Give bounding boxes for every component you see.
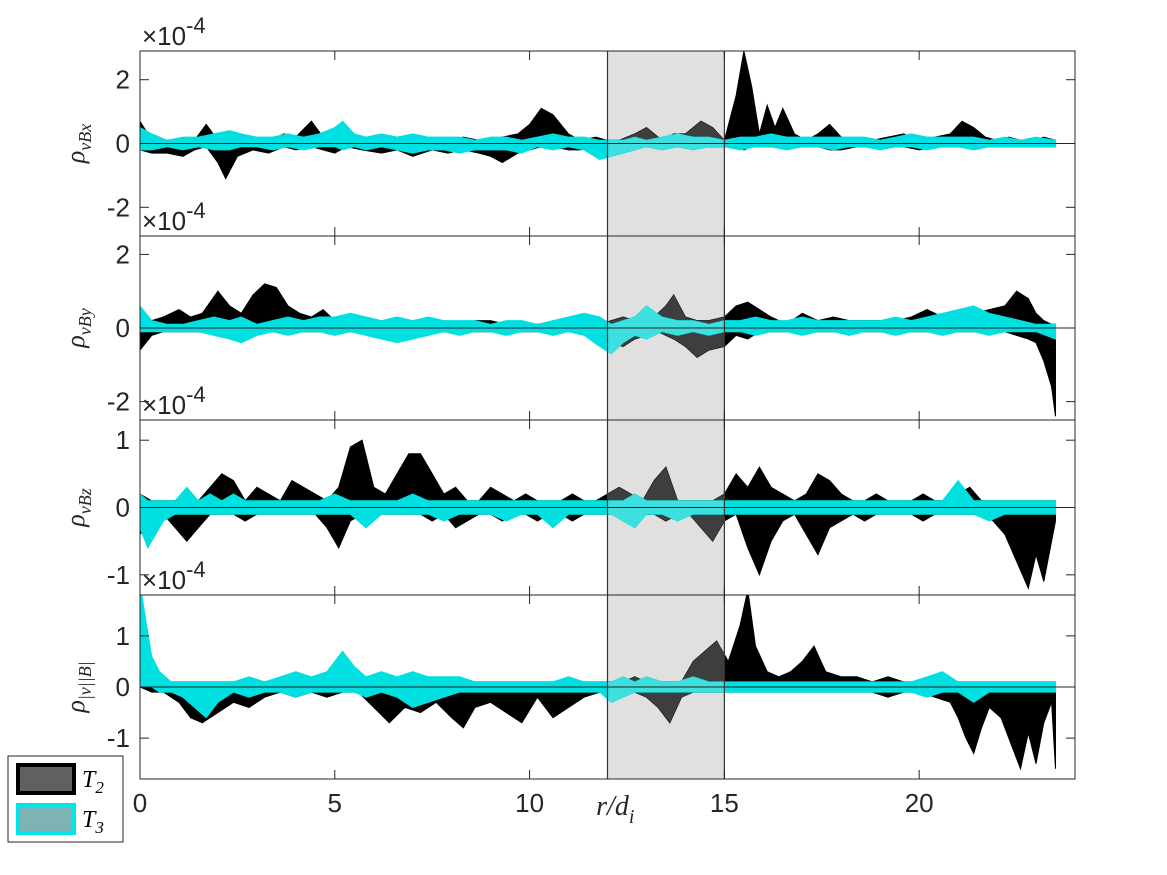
series-T3-area: [140, 479, 1056, 550]
y-tick-label: 0: [116, 129, 130, 159]
y-tick-label: -1: [107, 560, 130, 590]
y-tick-label: 2: [116, 239, 130, 269]
series-T3-shade-overlay: [607, 676, 725, 703]
x-tick-label: 0: [133, 788, 147, 818]
y-exponent-label: ×10-4: [142, 198, 206, 236]
y-exponent-label: ×10-4: [142, 13, 206, 51]
legend-label-T2: T2: [82, 767, 104, 797]
y-axis-label: ρ|v||B|: [61, 661, 95, 713]
x-tick-label: 10: [515, 788, 544, 818]
panel-2: -2 0 2 ×10-4 ρvBy: [61, 198, 1076, 421]
y-tick-label: -1: [107, 723, 130, 753]
legend-swatch-T2: [16, 763, 76, 795]
x-tick-label: 20: [905, 788, 934, 818]
series-T3-shade-overlay: [607, 305, 725, 354]
y-exponent-label: ×10-4: [142, 557, 206, 595]
legend-label-T3: T3: [82, 807, 104, 837]
y-axis-label: ρvBy: [61, 308, 95, 348]
series-T3-shade-overlay: [607, 494, 725, 528]
y-tick-label: 2: [116, 65, 130, 95]
legend-swatch-T3: [16, 803, 76, 835]
series-T3-shade-overlay: [607, 133, 725, 158]
y-axis-label: ρvBz: [61, 488, 95, 527]
y-tick-label: -2: [107, 192, 130, 222]
panels-group: -202×10-4ρvBx-202×10-4ρvBy-101×10-4ρvBz-…: [61, 13, 1076, 780]
y-tick-label: 0: [116, 313, 130, 343]
y-tick-label: -2: [107, 387, 130, 417]
series-T3-area: [140, 120, 1056, 160]
x-tick-label: 5: [328, 788, 342, 818]
y-exponent-label: ×10-4: [142, 382, 206, 420]
y-tick-label: 0: [116, 672, 130, 702]
y-tick-label: 1: [116, 425, 130, 455]
x-tick-label: 15: [710, 788, 739, 818]
y-tick-label: 1: [116, 621, 130, 651]
panel-1: -2 0 2 ×10-4 ρvBx: [61, 13, 1076, 237]
series-T3-area: [140, 305, 1056, 355]
x-axis: 0 5 10 15 20 r/di: [133, 788, 934, 828]
panel-3: -1 0 1 ×10-4 ρvBz: [61, 382, 1076, 596]
y-tick-label: 0: [116, 493, 130, 523]
y-axis-label: ρvBx: [61, 124, 95, 164]
panel-4: -1 0 1 ×10-4 ρ|v||B|: [61, 557, 1076, 780]
x-axis-label: r/di: [596, 791, 634, 828]
